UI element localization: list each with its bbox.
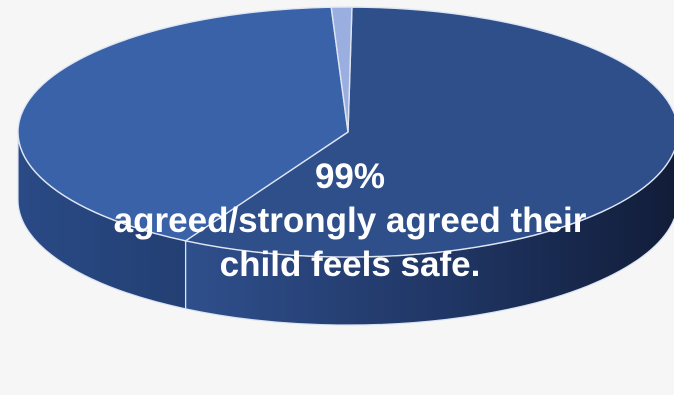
pie-slice-0 [183,6,674,258]
pie-slice-2 [330,6,353,133]
pie-slice-1 [17,6,349,242]
